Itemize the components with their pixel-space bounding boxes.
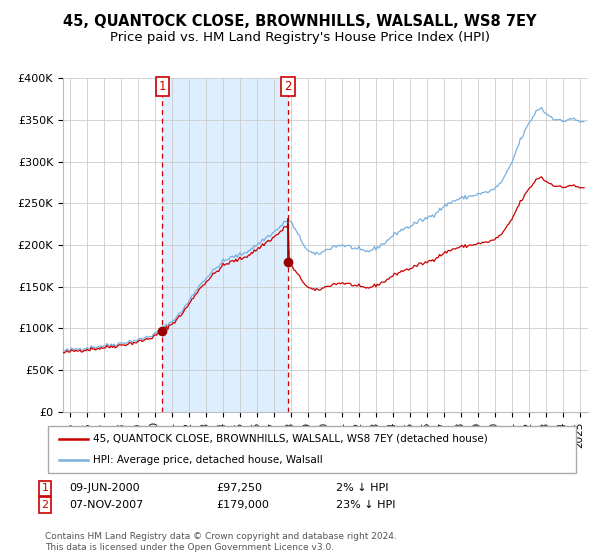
Text: Contains HM Land Registry data © Crown copyright and database right 2024.: Contains HM Land Registry data © Crown c… (45, 532, 397, 541)
Text: £97,250: £97,250 (216, 483, 262, 493)
Text: 1: 1 (158, 80, 166, 93)
Text: HPI: Average price, detached house, Walsall: HPI: Average price, detached house, Wals… (93, 455, 323, 465)
Text: 45, QUANTOCK CLOSE, BROWNHILLS, WALSALL, WS8 7EY: 45, QUANTOCK CLOSE, BROWNHILLS, WALSALL,… (63, 14, 537, 29)
Text: 09-JUN-2000: 09-JUN-2000 (69, 483, 140, 493)
Text: 23% ↓ HPI: 23% ↓ HPI (336, 500, 395, 510)
Text: 45, QUANTOCK CLOSE, BROWNHILLS, WALSALL, WS8 7EY (detached house): 45, QUANTOCK CLOSE, BROWNHILLS, WALSALL,… (93, 434, 488, 444)
Text: Price paid vs. HM Land Registry's House Price Index (HPI): Price paid vs. HM Land Registry's House … (110, 31, 490, 44)
Text: £179,000: £179,000 (216, 500, 269, 510)
FancyBboxPatch shape (48, 426, 576, 473)
Text: 2: 2 (284, 80, 292, 93)
Text: 2: 2 (41, 500, 49, 510)
Text: 07-NOV-2007: 07-NOV-2007 (69, 500, 143, 510)
Bar (162, 78, 288, 412)
Text: 2% ↓ HPI: 2% ↓ HPI (336, 483, 389, 493)
Text: 1: 1 (41, 483, 49, 493)
Text: This data is licensed under the Open Government Licence v3.0.: This data is licensed under the Open Gov… (45, 543, 334, 552)
